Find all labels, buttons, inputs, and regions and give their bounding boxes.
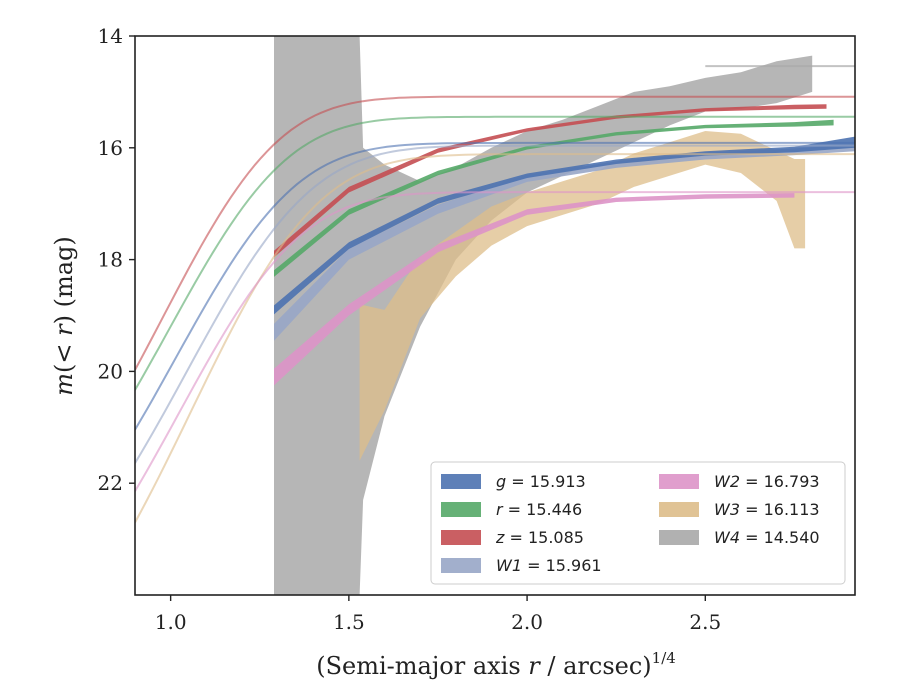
x-tick-label: 2.0 [511, 610, 543, 634]
x-axis-ticks: 1.0 1.5 2.0 2.5 [155, 595, 721, 634]
legend-label-w1: W1 = 15.961 [496, 556, 602, 575]
model-line-w2 [135, 191, 855, 492]
y-tick-label: 20 [98, 359, 123, 383]
model-line-w1 [135, 144, 855, 464]
y-tick-label: 14 [98, 24, 123, 48]
legend-swatch-w4 [659, 530, 699, 545]
legend-label-w4: W4 = 14.540 [714, 528, 820, 547]
model-line-g [135, 141, 855, 431]
legend-label-z: z = 15.085 [495, 528, 584, 547]
band-g [274, 136, 855, 315]
plot-frame [134, 35, 856, 596]
y-tick-label: 22 [98, 471, 123, 495]
band-w3 [359, 131, 806, 461]
legend-swatch-w3 [659, 502, 699, 517]
x-axis-label: (Semi-major axis r / arcsec)1/4 [316, 649, 676, 680]
y-tick-label: 18 [98, 248, 123, 272]
x-tick-label: 2.5 [689, 610, 721, 634]
band-w2 [274, 193, 795, 386]
model-lines [135, 65, 855, 523]
y-axis-ticks: 14 16 18 20 22 [98, 24, 135, 495]
x-tick-label: 1.5 [333, 610, 365, 634]
legend-swatch-w2 [659, 474, 699, 489]
legend-label-r: r = 15.446 [496, 500, 582, 519]
legend: g = 15.913 r = 15.446 z = 15.085 W1 = 15.96… [430, 461, 846, 585]
y-axis-label: m(< r) (mag) [50, 236, 78, 396]
legend-box [430, 461, 846, 585]
x-tick-label: 1.0 [155, 610, 187, 634]
legend-label-g: g = 15.913 [496, 472, 586, 491]
model-line-r [135, 115, 855, 391]
model-line-z [135, 95, 855, 371]
legend-label-w3: W3 = 16.113 [714, 500, 820, 519]
legend-swatch-r [441, 502, 481, 517]
legend-label-w2: W2 = 16.793 [714, 472, 820, 491]
legend-swatch-g [441, 474, 481, 489]
band-r [274, 119, 834, 277]
y-tick-label: 16 [98, 136, 123, 160]
legend-swatch-z [441, 530, 481, 545]
legend-swatch-w1 [441, 558, 481, 573]
data-bands [274, 36, 855, 595]
